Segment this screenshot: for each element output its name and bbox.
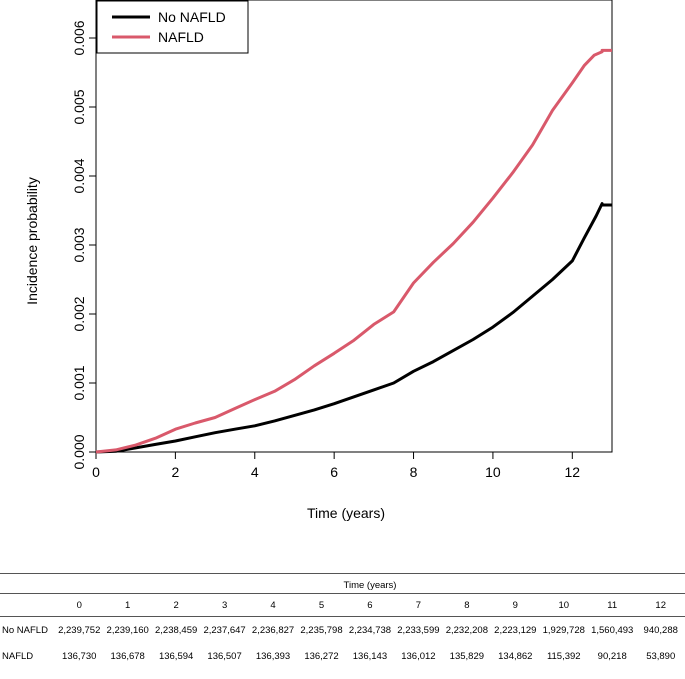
time-header-cell: 2	[151, 593, 201, 617]
y-axis: 0.000 0.001 0.002 0.003 0.004 0.005 0.006	[71, 20, 97, 470]
x-tick-label: 8	[410, 464, 418, 480]
x-tick-label: 4	[251, 464, 259, 480]
time-header-cell: 3	[200, 593, 249, 617]
risk-count-cell: 2,234,738	[348, 624, 392, 636]
risk-table-times-row: 0 1 2 3 4 5 6 7 8 9 10 11 12	[0, 593, 685, 617]
risk-count-cell: 2,238,459	[155, 624, 198, 636]
x-tick-label: 10	[485, 464, 501, 480]
risk-count-cell: 2,236,827	[251, 624, 295, 636]
risk-count-cell: 940,288	[643, 624, 678, 636]
time-header-cell: 1	[103, 593, 152, 617]
plot-frame	[95, 0, 613, 453]
risk-count-cell: 115,392	[546, 650, 581, 662]
x-axis-label: Time (years)	[307, 505, 385, 521]
y-tick-label: 0.001	[71, 365, 87, 400]
risk-count-cell: 136,594	[158, 650, 194, 662]
row-label: NAFLD	[2, 650, 34, 662]
risk-count-cell: 136,730	[62, 650, 97, 662]
time-header-cell: 8	[442, 593, 492, 617]
x-axis: 0 2 4 6 8 10 12	[92, 451, 581, 480]
time-header-cell: 9	[491, 593, 540, 617]
risk-table-row-no-nafld: No NAFLD 2,239,752 2,239,160 2,238,459 2,23…	[0, 617, 685, 644]
time-header-cell: 7	[394, 593, 443, 617]
risk-count-cell: 2,239,160	[106, 624, 149, 636]
time-header-cell: 5	[297, 593, 346, 617]
legend-box	[96, 0, 249, 54]
y-tick-label: 0.002	[71, 296, 87, 331]
legend: No NAFLD NAFLD	[96, 0, 249, 54]
x-tick-label: 6	[330, 464, 338, 480]
incidence-chart: 0 2 4 6 8 10 12 0.000 0.001 0.002 0.003 0.004 0.005…	[24, 0, 613, 521]
risk-table-header: Time (years)	[343, 580, 397, 591]
y-tick-label: 0.005	[71, 89, 87, 124]
risk-count-cell: 2,235,798	[300, 624, 343, 636]
time-header-cell: 11	[587, 593, 637, 617]
y-axis-label: Incidence probability	[24, 177, 40, 305]
x-tick-label: 12	[565, 464, 581, 480]
risk-count-cell: 2,239,752	[58, 624, 101, 636]
legend-label: NAFLD	[158, 29, 204, 45]
x-tick-label: 0	[92, 464, 100, 480]
risk-table-row-nafld: NAFLD 136,730 136,678 136,594 136,507 136,39…	[0, 643, 685, 669]
y-tick-label: 0.004	[71, 158, 87, 193]
risk-count-cell: 2,223,129	[494, 624, 537, 636]
risk-count-cell: 136,507	[207, 650, 242, 662]
series-line-no-nafld	[95, 202, 612, 454]
x-tick-label: 2	[171, 464, 179, 480]
risk-count-cell: 136,143	[352, 650, 388, 662]
risk-count-cell: 1,560,493	[591, 624, 634, 636]
risk-count-cell: 136,678	[110, 650, 145, 662]
row-label: No NAFLD	[2, 624, 48, 636]
series-lines	[95, 48, 612, 454]
risk-count-cell: 90,218	[597, 650, 627, 662]
y-tick-label: 0.000	[71, 434, 87, 469]
risk-count-cell: 2,237,647	[203, 624, 246, 636]
time-header-cell: 12	[636, 593, 685, 617]
time-header-cell: 4	[248, 593, 298, 617]
risk-count-cell: 2,233,599	[397, 624, 440, 636]
risk-count-cell: 2,232,208	[445, 624, 488, 636]
legend-label: No NAFLD	[158, 9, 226, 25]
risk-count-cell: 1,929,728	[542, 624, 585, 636]
risk-count-cell: 135,829	[449, 650, 485, 662]
risk-count-cell: 136,012	[401, 650, 436, 662]
risk-count-cell: 136,393	[255, 650, 291, 662]
y-tick-label: 0.006	[71, 20, 87, 55]
risk-count-cell: 53,890	[646, 650, 676, 662]
series-line-nafld	[95, 48, 612, 454]
time-header-cell: 0	[55, 593, 104, 617]
risk-count-cell: 134,862	[498, 650, 533, 662]
time-header-cell: 10	[539, 593, 588, 617]
table-top-rule	[0, 573, 685, 574]
risk-table: Time (years) 0 1 2 3 4 5 6 7 8 9 10 11 12 No NAFLD 2…	[0, 573, 685, 669]
y-tick-label: 0.003	[71, 227, 87, 262]
risk-count-cell: 136,272	[304, 650, 339, 662]
time-header-cell: 6	[345, 593, 395, 617]
